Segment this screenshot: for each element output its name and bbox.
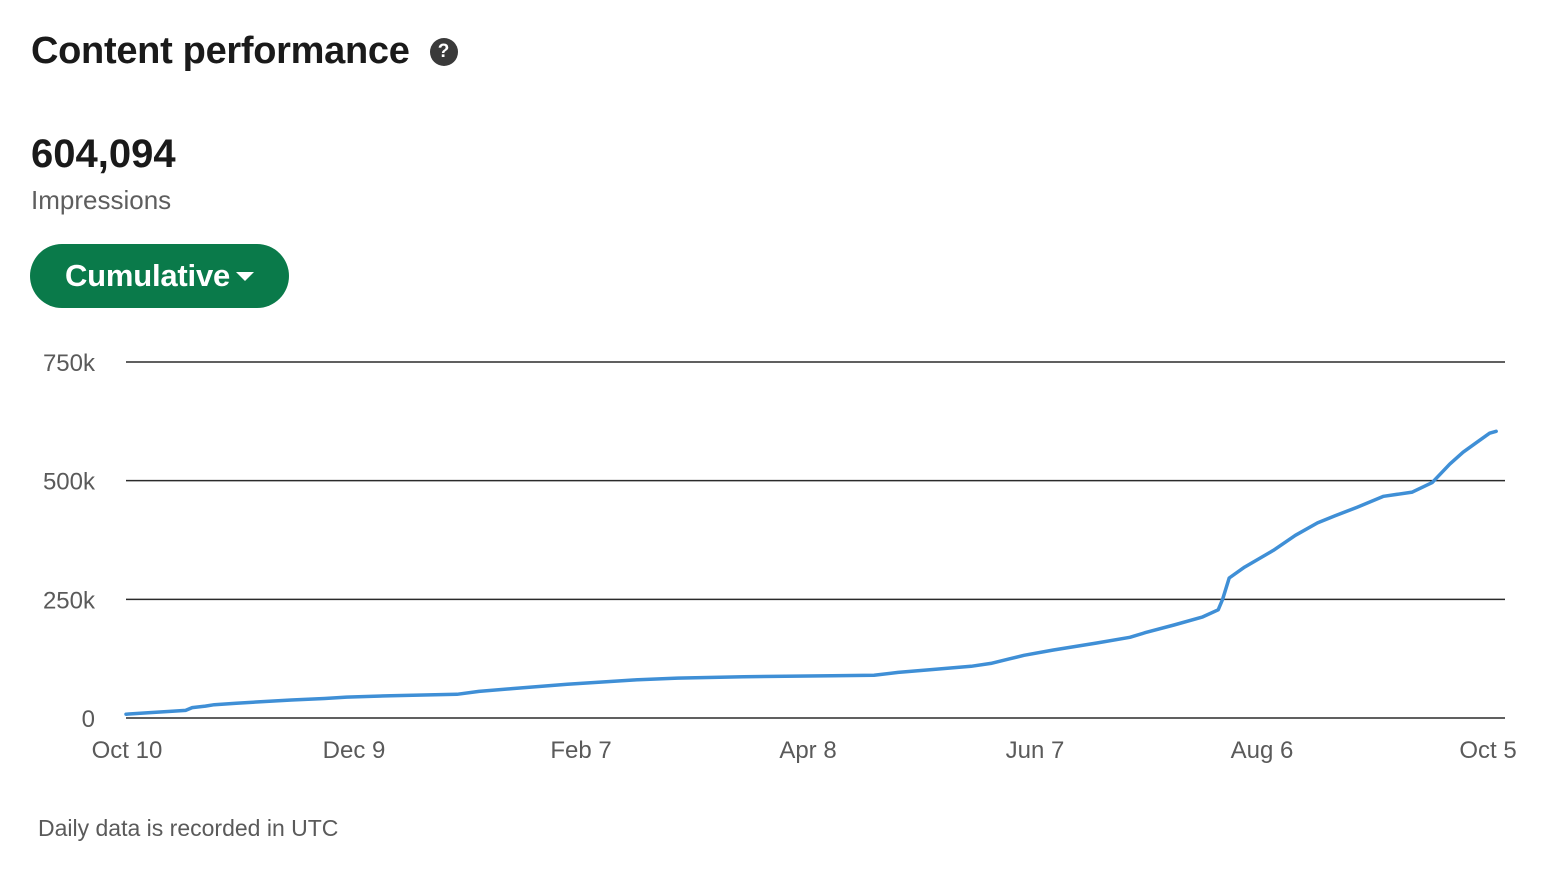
y-tick-label: 250k [43, 587, 96, 614]
cumulative-dropdown[interactable]: Cumulative [30, 244, 289, 308]
impressions-value: 604,094 [31, 132, 176, 176]
question-circle-icon[interactable]: ? [429, 37, 458, 66]
x-tick-label: Jun 7 [1006, 737, 1065, 764]
y-tick-label: 500k [43, 469, 96, 496]
y-tick-label: 750k [43, 350, 96, 377]
impressions-label: Impressions [31, 185, 172, 215]
x-tick-label: Dec 9 [323, 737, 386, 764]
header: Content performance ? [31, 30, 458, 73]
x-tick-label: Apr 8 [779, 737, 836, 764]
caret-down-icon [236, 271, 255, 281]
impressions-chart: 0 250k 500k 750k Oct 10 Dec 9 Feb 7 Apr 8 Jun 7 A… [43, 350, 1517, 764]
y-tick-label: 0 [82, 706, 95, 733]
utc-footnote: Daily data is recorded in UTC [38, 815, 339, 841]
x-tick-label: Aug 6 [1231, 737, 1294, 764]
x-tick-label: Feb 7 [550, 737, 611, 764]
x-tick-label: Oct 10 [92, 737, 163, 764]
impressions-series-line [124, 429, 1498, 716]
dropdown-label: Cumulative [64, 258, 231, 293]
page-title: Content performance [31, 30, 410, 72]
x-tick-label: Oct 5 [1459, 737, 1516, 764]
